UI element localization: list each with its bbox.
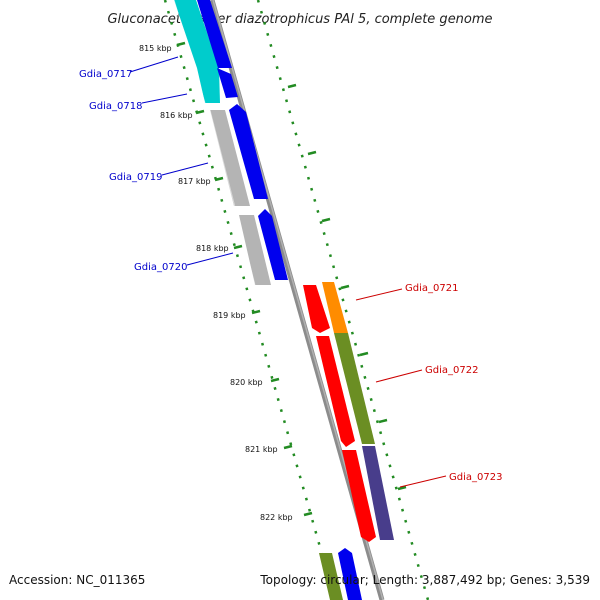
cog-track-right xyxy=(319,282,394,600)
cds-arrow-gdia-0722 xyxy=(316,336,355,447)
outer-tick-mark xyxy=(307,150,317,156)
gene-label-gdia-0720: Gdia_0720 xyxy=(134,262,187,273)
gene-block-gdia-0720 xyxy=(239,215,271,285)
gene-label-gdia-0723: Gdia_0723 xyxy=(449,472,502,483)
genome-summary-text: Topology: circular; Length: 3,887,492 bp… xyxy=(260,573,590,587)
cds-arrow-bottom xyxy=(338,548,362,600)
tick-label: 816 kbp xyxy=(160,111,193,120)
cds-arrow-gdia-0719 xyxy=(229,104,268,199)
gene-label-gdia-0719: Gdia_0719 xyxy=(109,172,162,183)
cds-arrow-gdia-0717 xyxy=(197,0,232,68)
tick-mark xyxy=(270,377,280,383)
tick-label: 821 kbp xyxy=(245,445,278,454)
tick-label: 819 kbp xyxy=(213,311,246,320)
cds-arrow-gdia-0720 xyxy=(258,209,288,280)
gene-label-gdia-0721: Gdia_0721 xyxy=(405,283,458,294)
tick-mark xyxy=(233,244,243,250)
cds-arrow-gdia-0718 xyxy=(217,68,238,98)
map-title: Gluconacetobacter diazotrophicus PAl 5, … xyxy=(107,12,492,27)
gene-block-gdia-0719 xyxy=(210,110,250,206)
outer-tick-mark xyxy=(340,284,350,290)
tick-label: 820 kbp xyxy=(230,378,263,387)
tick-mark xyxy=(303,511,313,517)
outer-tick-mark xyxy=(397,485,407,491)
tick-mark xyxy=(214,176,224,182)
gene-labels-left: Gdia_0717 Gdia_0718 Gdia_0719 Gdia_0720 xyxy=(79,56,234,273)
outer-tick-mark xyxy=(378,418,388,424)
cds-track-right xyxy=(303,285,376,542)
gene-label-gdia-0722: Gdia_0722 xyxy=(425,365,478,376)
tick-mark xyxy=(251,309,261,315)
tick-labels: 815 kbp 816 kbp 817 kbp 818 kbp 819 kbp … xyxy=(139,44,293,522)
gene-block-gdia-0721 xyxy=(322,282,348,333)
tick-label: 822 kbp xyxy=(260,513,293,522)
outer-tick-mark xyxy=(359,351,369,357)
gene-block-bottom xyxy=(319,553,343,600)
gene-label-gdia-0717: Gdia_0717 xyxy=(79,69,132,80)
cds-arrow-gdia-0721 xyxy=(303,285,330,333)
gene-block-gdia-0722 xyxy=(334,333,375,444)
tick-mark xyxy=(176,41,186,47)
cog-track-left xyxy=(173,0,271,286)
cds-arrow-gdia-0723 xyxy=(342,450,376,542)
tick-label: 817 kbp xyxy=(178,177,211,186)
outer-tick-mark xyxy=(321,217,331,223)
gene-labels-right: Gdia_0721 Gdia_0722 Gdia_0723 xyxy=(355,283,502,488)
gene-block-gdia-0717 xyxy=(174,0,219,68)
tick-mark xyxy=(283,444,293,450)
tick-marks xyxy=(176,41,407,517)
gene-block-gdia-0718 xyxy=(197,68,220,103)
tick-mark xyxy=(195,109,205,115)
gene-block-gdia-0723 xyxy=(362,446,394,540)
outer-dotted-ring xyxy=(256,0,430,600)
tick-label: 818 kbp xyxy=(196,244,229,253)
cds-track-left xyxy=(197,0,362,600)
accession-text: Accession: NC_011365 xyxy=(9,573,146,587)
gene-label-gdia-0718: Gdia_0718 xyxy=(89,101,142,112)
tick-label: 815 kbp xyxy=(139,44,172,53)
inner-dotted-ring xyxy=(163,0,337,600)
outer-tick-mark xyxy=(287,83,297,89)
